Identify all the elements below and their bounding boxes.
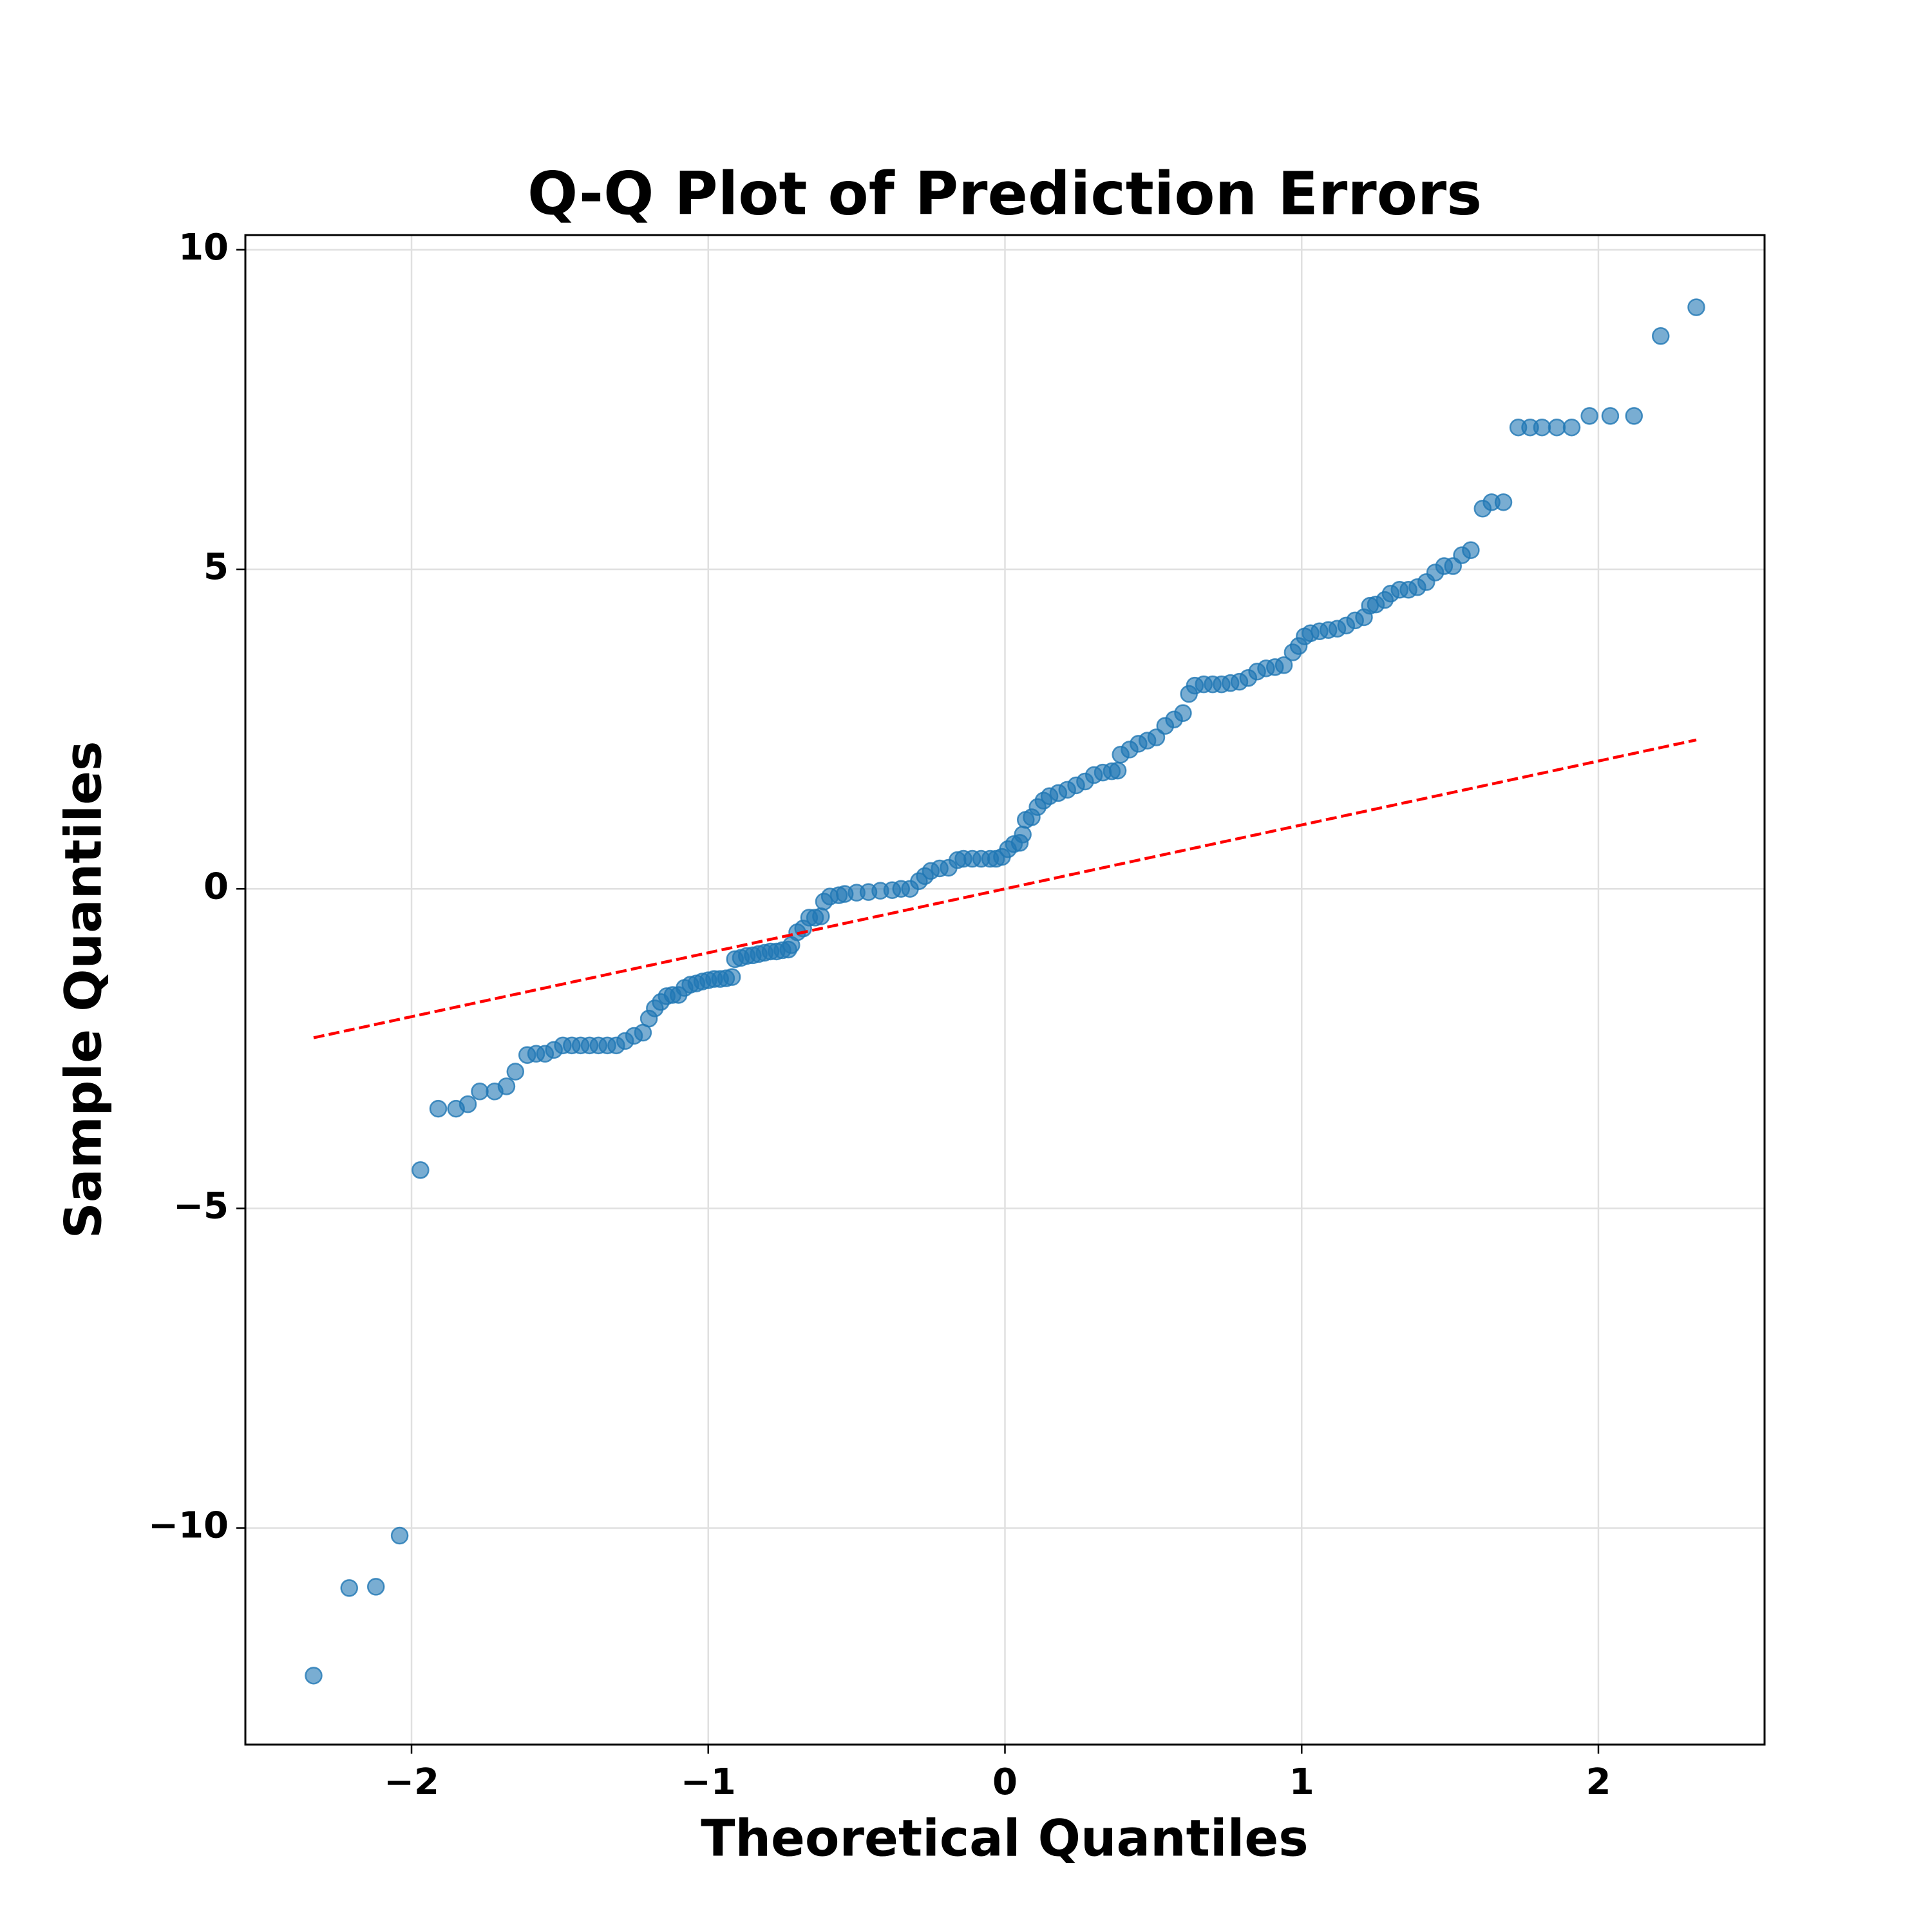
- x-tick-label: 1: [1289, 1761, 1314, 1803]
- point: [366, 1578, 385, 1596]
- point: [497, 1077, 516, 1095]
- point: [429, 1099, 448, 1118]
- y-axis-label: Sample Quantiles: [55, 741, 113, 1239]
- point: [471, 1083, 489, 1101]
- point: [1108, 761, 1127, 780]
- point: [1274, 656, 1293, 674]
- y-tick-label: 5: [204, 546, 229, 588]
- point: [1548, 418, 1566, 437]
- point: [1625, 407, 1643, 425]
- y-tick-label: −10: [148, 1505, 229, 1547]
- point: [506, 1063, 525, 1081]
- point: [305, 1667, 323, 1685]
- x-tick-label: 0: [992, 1761, 1018, 1803]
- point: [412, 1161, 430, 1179]
- point: [1580, 407, 1598, 425]
- y-tick-label: −5: [173, 1186, 229, 1227]
- point: [1687, 298, 1705, 316]
- point: [340, 1579, 359, 1597]
- point: [1601, 407, 1620, 425]
- x-tick-label: −2: [384, 1761, 439, 1803]
- point: [1014, 826, 1032, 844]
- reference-line: [313, 738, 1697, 1039]
- point: [1147, 728, 1166, 746]
- point: [1651, 327, 1670, 345]
- y-tick-label: 10: [178, 227, 229, 269]
- point: [1462, 541, 1480, 559]
- point: [459, 1095, 477, 1113]
- point: [390, 1526, 409, 1545]
- x-axis-label: Theoretical Quantiles: [701, 1810, 1308, 1868]
- point: [723, 968, 741, 986]
- plot-frame: [244, 234, 1766, 1746]
- point: [1174, 704, 1192, 723]
- chart-title: Q-Q Plot of Prediction Errors: [527, 159, 1482, 228]
- point: [812, 907, 830, 925]
- y-tick-label: 0: [204, 866, 229, 907]
- point: [1494, 493, 1513, 511]
- x-tick-label: −1: [681, 1761, 736, 1803]
- point: [1533, 418, 1551, 437]
- point: [1562, 418, 1581, 437]
- x-tick-label: 2: [1586, 1761, 1611, 1803]
